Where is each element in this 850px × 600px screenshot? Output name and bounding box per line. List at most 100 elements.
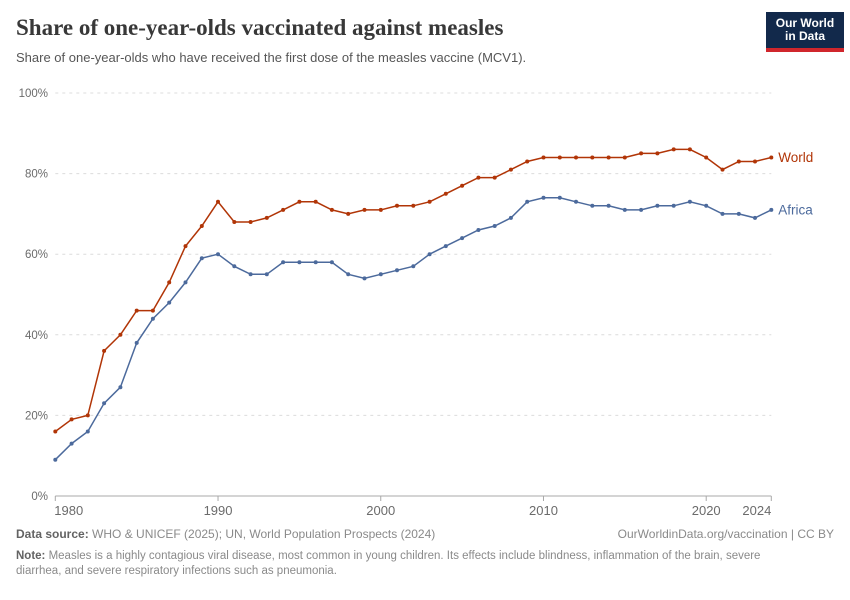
data-source-label: Data source:	[16, 527, 89, 541]
data-point-world-2001	[395, 203, 399, 208]
data-point-africa-2000	[378, 272, 383, 277]
data-point-world-2018	[671, 147, 676, 152]
data-point-world-2020	[704, 155, 709, 160]
data-point-world-2021	[720, 167, 725, 172]
page-title: Share of one-year-olds vaccinated agains…	[16, 15, 504, 40]
note-text: Measles is a highly contagious viral dis…	[16, 550, 761, 577]
data-point-world-1999	[362, 207, 367, 212]
data-point-world-2008	[508, 167, 513, 172]
data-point-world-1982	[85, 413, 90, 418]
data-point-africa-1987	[167, 300, 172, 305]
x-tick-label-1990: 1990	[204, 503, 233, 518]
data-point-world-1996	[313, 199, 318, 204]
gridlines	[55, 92, 772, 497]
data-point-africa-2016	[639, 207, 644, 212]
data-point-africa-2023	[753, 215, 757, 220]
x-tick-label-2020: 2020	[692, 503, 721, 518]
owid-license-link[interactable]: OurWorldinData.org/vaccination | CC BY	[617, 527, 834, 541]
data-point-world-2003	[427, 199, 432, 204]
data-point-africa-1988	[183, 280, 188, 285]
data-point-africa-1981	[69, 441, 74, 446]
data-point-africa-2006	[476, 228, 481, 232]
y-tick-label-40: 40%	[25, 330, 48, 342]
x-tick-label-1980: 1980	[54, 503, 83, 518]
data-point-world-2011	[557, 155, 562, 160]
chart-note: Note: Measles is a highly contagious vir…	[16, 549, 804, 579]
owid-logo[interactable]: Our World in Data	[766, 12, 844, 52]
data-point-africa-1998	[346, 272, 351, 277]
data-point-africa-1996	[313, 260, 318, 265]
data-point-world-2006	[476, 175, 481, 180]
data-point-world-2002	[411, 203, 416, 208]
data-point-africa-2017	[655, 203, 660, 208]
data-point-africa-2002	[411, 264, 416, 269]
chart-header: Share of one-year-olds vaccinated agains…	[16, 14, 756, 66]
data-point-world-1993	[264, 215, 269, 220]
data-point-africa-2022	[736, 211, 741, 216]
data-point-world-2023	[753, 159, 757, 164]
data-point-world-1988	[183, 244, 188, 249]
data-point-africa-2010	[541, 195, 546, 200]
data-point-africa-1993	[264, 272, 269, 277]
data-point-africa-1994	[281, 260, 286, 265]
data-point-world-2009	[525, 159, 530, 164]
owid-logo-line1: Our World	[775, 15, 835, 30]
series-line-africa	[54, 197, 772, 461]
data-point-africa-1995	[297, 260, 302, 265]
series-line-world	[54, 148, 772, 433]
x-tick-label-2024: 2024	[742, 503, 771, 518]
data-point-world-1998	[346, 211, 351, 216]
data-point-world-2007	[492, 175, 497, 180]
data-point-africa-1986	[150, 316, 155, 321]
data-source: Data source: WHO & UNICEF (2025); UN, Wo…	[16, 527, 435, 542]
series-world[interactable]	[53, 147, 774, 434]
data-point-world-1984	[118, 332, 123, 337]
data-point-world-2004	[443, 191, 448, 196]
data-point-world-1995	[297, 199, 302, 204]
data-point-world-1987	[167, 280, 172, 285]
data-point-africa-2015	[622, 207, 627, 212]
data-point-world-2015	[622, 155, 627, 160]
data-point-world-2013	[590, 155, 595, 160]
data-point-africa-1999	[362, 276, 367, 281]
data-point-world-2022	[736, 159, 741, 164]
data-point-world-1989	[199, 224, 204, 228]
x-tick-label-2010: 2010	[529, 503, 558, 518]
legend-label-africa[interactable]: Africa	[778, 202, 813, 217]
data-point-world-2000	[378, 207, 383, 212]
chart-subtitle: Share of one-year-olds who have received…	[16, 50, 527, 65]
data-point-africa-2009	[525, 199, 530, 204]
data-point-world-1997	[329, 207, 334, 212]
data-point-world-2012	[574, 155, 578, 160]
data-source-text: WHO & UNICEF (2025); UN, World Populatio…	[88, 527, 436, 541]
data-point-world-1983	[102, 348, 107, 353]
data-point-world-1985	[134, 308, 139, 313]
data-point-africa-1997	[329, 260, 334, 265]
data-point-africa-2012	[574, 199, 578, 204]
data-point-world-2005	[460, 183, 465, 188]
data-point-africa-2018	[671, 203, 676, 208]
data-point-africa-1984	[118, 385, 123, 390]
data-point-africa-2014	[606, 203, 611, 208]
data-point-world-2017	[655, 151, 660, 156]
data-point-world-1986	[150, 308, 155, 313]
data-point-world-2024	[769, 155, 774, 160]
data-point-africa-2007	[492, 224, 497, 228]
data-point-africa-1991	[232, 264, 237, 269]
data-point-africa-1982	[85, 429, 90, 434]
y-tick-label-100: 100%	[19, 88, 48, 100]
note-label: Note:	[16, 550, 46, 562]
data-point-world-1990	[216, 199, 220, 204]
legend-label-world[interactable]: World	[778, 150, 813, 165]
data-point-africa-2001	[395, 268, 399, 273]
data-point-africa-2005	[460, 236, 465, 241]
x-tick-label-2000: 2000	[366, 503, 395, 518]
series-africa[interactable]	[53, 195, 774, 462]
data-point-africa-1985	[134, 340, 139, 345]
data-point-africa-1983	[102, 401, 107, 406]
data-point-africa-2008	[508, 215, 513, 220]
data-point-world-1992	[248, 220, 253, 224]
data-point-world-1991	[232, 220, 237, 224]
data-point-africa-2020	[704, 203, 709, 208]
data-point-africa-1992	[248, 272, 253, 277]
